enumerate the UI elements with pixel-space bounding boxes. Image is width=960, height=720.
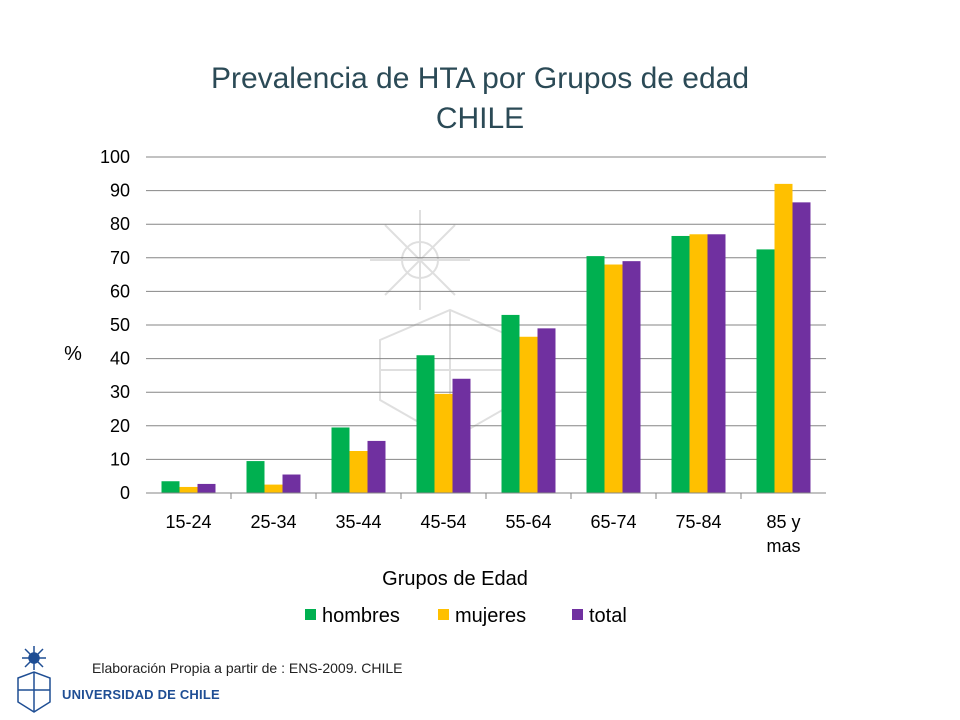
legend-label-total: total <box>589 605 627 627</box>
bar-hombres <box>586 256 605 493</box>
bar-mujeres <box>689 234 708 493</box>
bar-mujeres <box>604 264 623 493</box>
legend-swatch-mujeres <box>438 609 449 620</box>
legend-swatch-hombres <box>305 609 316 620</box>
y-tick-label: 10 <box>110 449 130 469</box>
chart-title-line-2: CHILE <box>436 102 524 135</box>
bar-hombres <box>756 249 775 493</box>
x-tick-label: 45-54 <box>420 512 466 532</box>
bar-hombres <box>416 355 435 493</box>
bar-total <box>452 378 471 493</box>
y-axis-title: % <box>64 343 82 365</box>
university-seal-icon <box>17 646 51 713</box>
bar-total <box>282 474 301 493</box>
legend-swatch-total <box>572 609 583 620</box>
x-tick-label: 55-64 <box>505 512 551 532</box>
y-tick-label: 80 <box>110 214 130 234</box>
y-tick-label: 60 <box>110 281 130 301</box>
legend: hombres mujeres total <box>305 605 627 627</box>
bar-mujeres <box>264 484 283 493</box>
bar-hombres <box>246 461 265 493</box>
bar-hombres <box>331 427 350 493</box>
y-tick-label: 20 <box>110 416 130 436</box>
bar-hombres <box>161 481 180 493</box>
bar-total <box>792 202 811 494</box>
bar-mujeres <box>774 183 793 493</box>
x-axis-title: Grupos de Edad <box>382 568 528 590</box>
y-tick-label: 50 <box>110 315 130 335</box>
x-tick-label: mas <box>766 536 800 556</box>
bar-total <box>707 234 726 493</box>
institution-name: UNIVERSIDAD DE CHILE <box>62 687 220 702</box>
x-tick-label: 35-44 <box>335 512 381 532</box>
bar-mujeres <box>519 336 538 493</box>
bar-total <box>622 261 641 493</box>
university-logo: UNIVERSIDAD DE CHILE <box>12 644 257 716</box>
x-tick-label: 75-84 <box>675 512 721 532</box>
y-tick-label: 40 <box>110 349 130 369</box>
x-tick-label: 85 y <box>766 512 800 532</box>
source-note: Elaboración Propia a partir de : ENS-200… <box>92 660 403 676</box>
y-tick-label: 100 <box>100 147 130 167</box>
bars <box>161 183 811 494</box>
legend-label-mujeres: mujeres <box>455 605 526 627</box>
y-tick-label: 90 <box>110 181 130 201</box>
bar-mujeres <box>434 393 453 493</box>
y-tick-label: 70 <box>110 248 130 268</box>
x-axis-ticks: 15-24 25-34 35-44 45-54 55-64 65-74 75-84 85 y m… <box>165 493 801 556</box>
bar-hombres <box>671 235 690 493</box>
y-tick-label: 0 <box>120 483 130 503</box>
bar-mujeres <box>179 486 198 493</box>
bar-mujeres <box>349 451 368 493</box>
x-tick-label: 15-24 <box>165 512 211 532</box>
bar-total <box>537 328 556 493</box>
bar-total <box>197 483 216 493</box>
legend-label-hombres: hombres <box>322 605 400 627</box>
chart-title-line-1: Prevalencia de HTA por Grupos de edad <box>211 62 749 95</box>
y-tick-label: 30 <box>110 382 130 402</box>
bar-total <box>367 440 386 493</box>
bar-hombres <box>501 314 520 493</box>
x-tick-label: 25-34 <box>250 512 296 532</box>
x-tick-label: 65-74 <box>590 512 636 532</box>
y-axis-ticks: 0 10 20 30 40 50 60 70 80 90 100 <box>100 147 130 503</box>
